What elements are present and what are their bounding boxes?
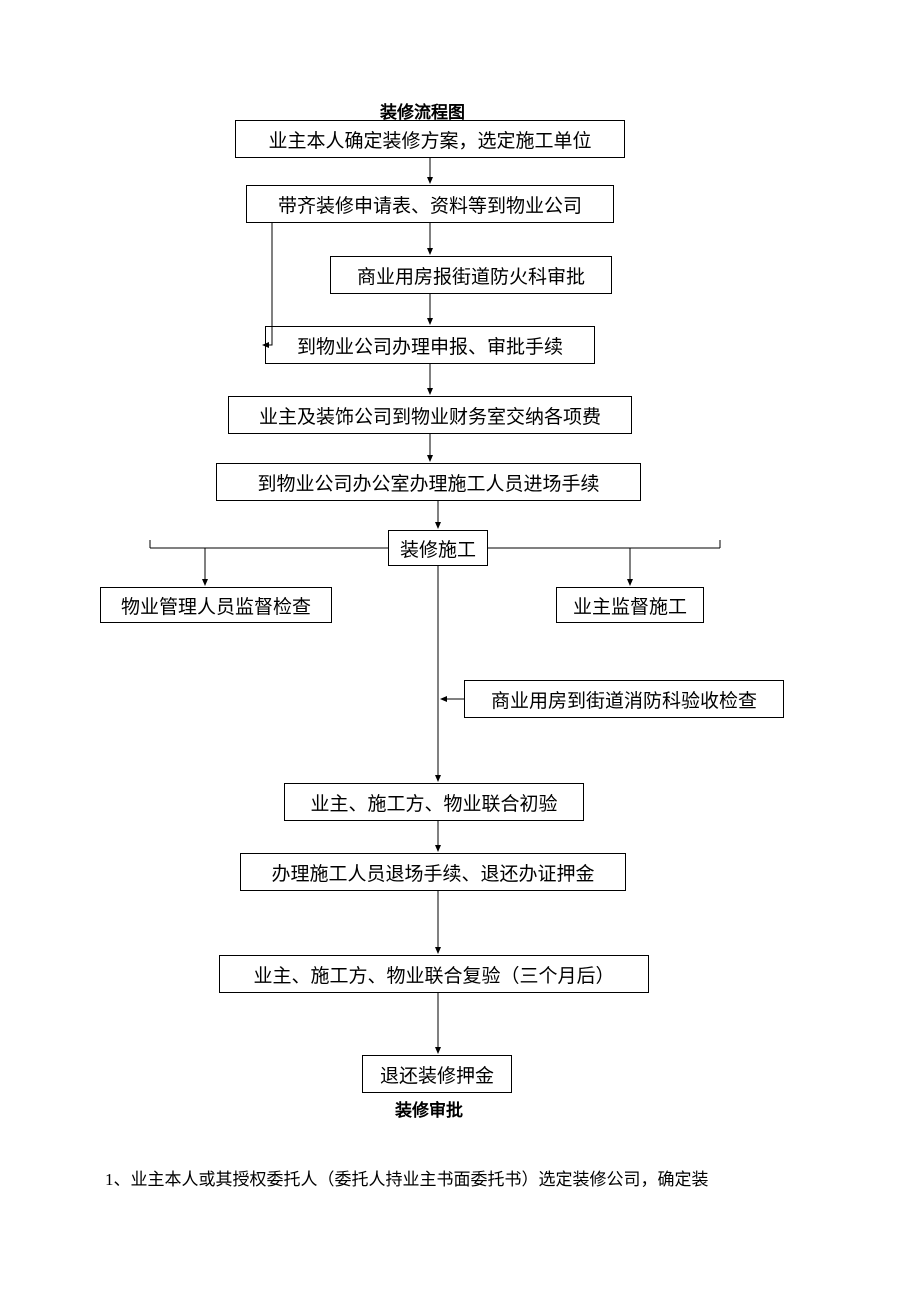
node-n12: 办理施工人员退场手续、退还办证押金 [240, 853, 626, 891]
node-n5: 业主及装饰公司到物业财务室交纳各项费 [228, 396, 632, 434]
flowchart-page: 装修流程图 业主本人确定装修方案，选定施工单位 带齐装修申请表、资料等到物业公司… [0, 0, 920, 1301]
node-n1: 业主本人确定装修方案，选定施工单位 [235, 120, 625, 158]
chart-subtitle: 装修审批 [395, 1096, 463, 1121]
node-n3: 商业用房报街道防火科审批 [330, 256, 612, 294]
node-n10: 商业用房到街道消防科验收检查 [464, 680, 784, 718]
node-n14: 退还装修押金 [362, 1055, 512, 1093]
node-n4: 到物业公司办理申报、审批手续 [265, 326, 595, 364]
body-text-1: 1、业主本人或其授权委托人（委托人持业主书面委托书）选定装修公司，确定装 [105, 1165, 709, 1190]
node-n13: 业主、施工方、物业联合复验（三个月后） [219, 955, 649, 993]
node-n8: 物业管理人员监督检查 [100, 587, 332, 623]
node-n7: 装修施工 [388, 530, 488, 566]
node-n9: 业主监督施工 [556, 587, 704, 623]
node-n11: 业主、施工方、物业联合初验 [284, 783, 584, 821]
node-n2: 带齐装修申请表、资料等到物业公司 [246, 185, 614, 223]
node-n6: 到物业公司办公室办理施工人员进场手续 [216, 463, 641, 501]
